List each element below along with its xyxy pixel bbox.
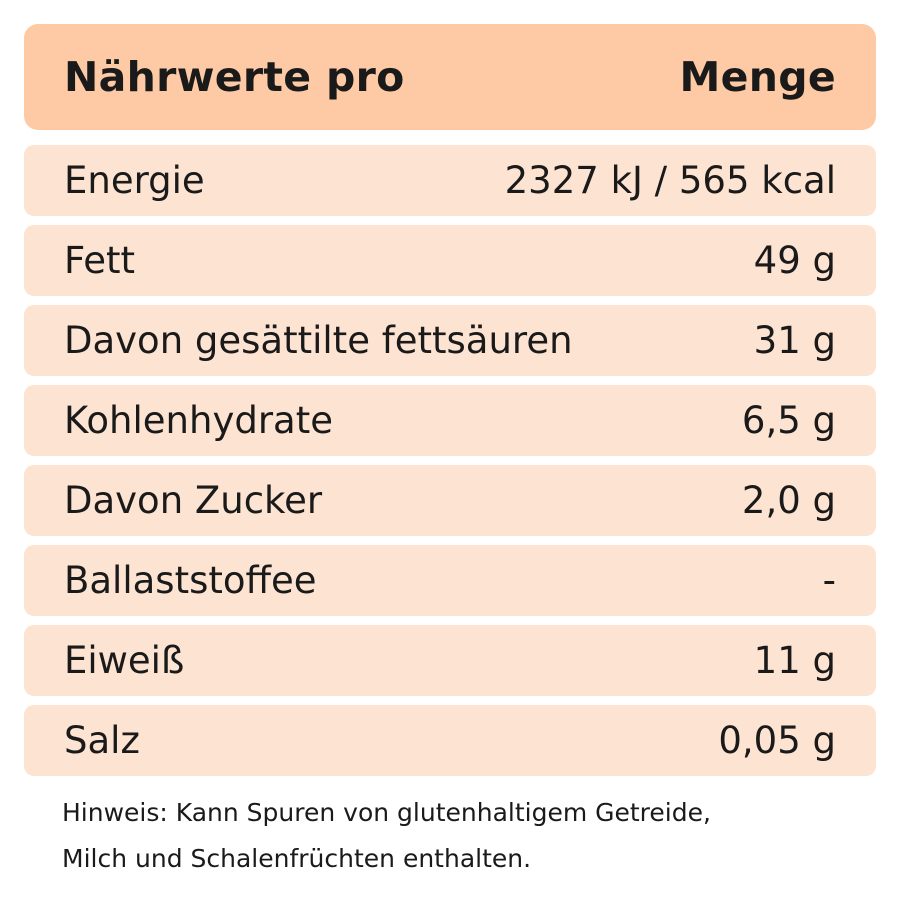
allergen-note: Hinweis: Kann Spuren von glutenhaltigem … bbox=[62, 790, 882, 882]
nutrition-table: Nährwerte pro Menge Energie 2327 kJ / 56… bbox=[24, 24, 876, 785]
row-label: Davon gesättilte fettsäuren bbox=[64, 319, 573, 362]
table-row: Kohlenhydrate 6,5 g bbox=[24, 385, 876, 456]
table-row: Davon Zucker 2,0 g bbox=[24, 465, 876, 536]
table-row: Fett 49 g bbox=[24, 225, 876, 296]
row-value: 2327 kJ / 565 kcal bbox=[504, 159, 836, 202]
table-header: Nährwerte pro Menge bbox=[24, 24, 876, 130]
row-label: Davon Zucker bbox=[64, 479, 323, 522]
row-value: - bbox=[822, 559, 836, 602]
header-amount: Menge bbox=[679, 53, 836, 101]
row-label: Energie bbox=[64, 159, 205, 202]
table-row: Davon gesättilte fettsäuren 31 g bbox=[24, 305, 876, 376]
table-row: Energie 2327 kJ / 565 kcal bbox=[24, 145, 876, 216]
row-value: 0,05 g bbox=[718, 719, 836, 762]
note-line: Milch und Schalenfrüchten enthalten. bbox=[62, 844, 532, 873]
row-value: 6,5 g bbox=[741, 399, 836, 442]
row-label: Ballaststoffee bbox=[64, 559, 317, 602]
table-row: Salz 0,05 g bbox=[24, 705, 876, 776]
row-value: 31 g bbox=[753, 319, 836, 362]
table-row: Eiweiß 11 g bbox=[24, 625, 876, 696]
row-value: 49 g bbox=[753, 239, 836, 282]
note-line: Hinweis: Kann Spuren von glutenhaltigem … bbox=[62, 798, 711, 827]
row-value: 11 g bbox=[753, 639, 836, 682]
row-label: Salz bbox=[64, 719, 140, 762]
table-row: Ballaststoffee - bbox=[24, 545, 876, 616]
row-label: Fett bbox=[64, 239, 136, 282]
row-label: Kohlenhydrate bbox=[64, 399, 333, 442]
row-value: 2,0 g bbox=[741, 479, 836, 522]
header-label: Nährwerte pro bbox=[64, 53, 405, 101]
row-label: Eiweiß bbox=[64, 639, 185, 682]
